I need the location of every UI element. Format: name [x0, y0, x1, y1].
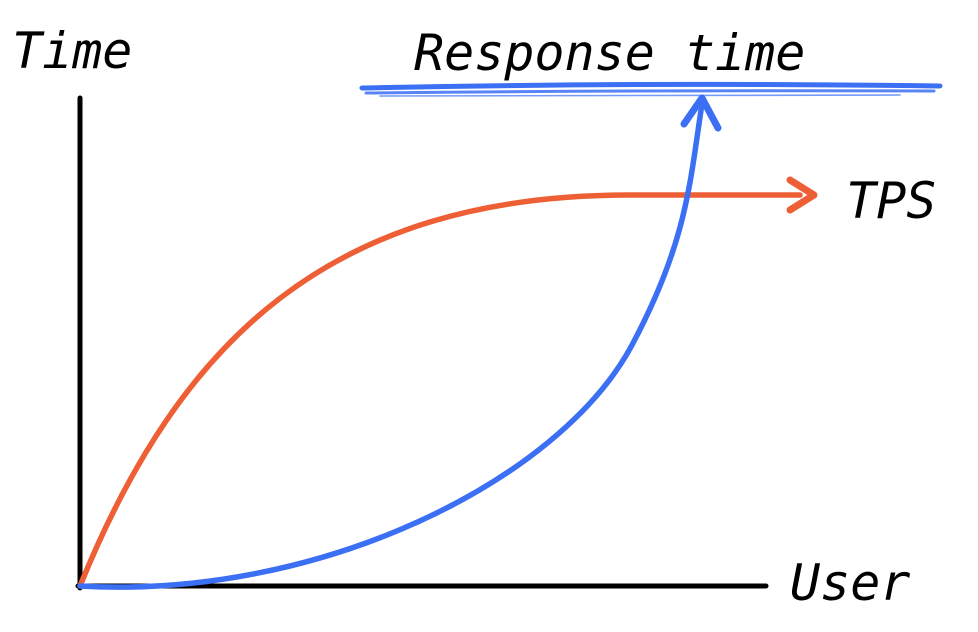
- tps-label: TPS: [846, 172, 936, 230]
- tps-series: TPS: [77, 172, 936, 589]
- tps-arrowhead: [786, 176, 818, 214]
- response-time-curve: [77, 101, 705, 590]
- response-time-series: [77, 94, 722, 590]
- tps-curve: [77, 192, 803, 589]
- brush-underline: [359, 81, 943, 97]
- response-time-arrowhead: [680, 94, 722, 132]
- response-time-label: Response time: [414, 24, 805, 82]
- brush-stroke-main: [359, 81, 943, 91]
- response-time-title: Response time: [359, 24, 943, 97]
- brush-stroke-secondary: [364, 89, 936, 95]
- y-axis-label: Time: [12, 22, 132, 80]
- axes: [75, 95, 769, 591]
- x-axis-label: User: [790, 554, 910, 612]
- brush-stroke-thin: [379, 94, 901, 97]
